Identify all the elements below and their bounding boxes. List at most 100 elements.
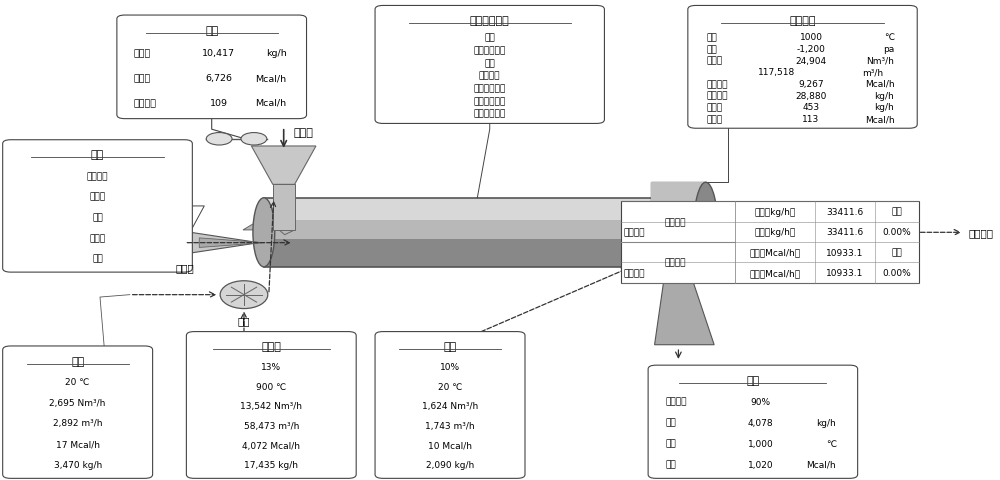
Text: 10,417: 10,417 [202,49,235,58]
Text: 进分解炉: 进分解炉 [969,228,994,238]
Text: 1,624 Nm³/h: 1,624 Nm³/h [422,402,478,410]
Text: 发热量: 发热量 [134,74,151,83]
Text: 热值: 热值 [92,213,103,222]
Text: 1,743 m³/h: 1,743 m³/h [425,421,475,430]
Text: m³/h: m³/h [862,68,883,77]
Ellipse shape [253,198,275,267]
Text: Mcal/h: Mcal/h [865,115,894,124]
Text: 33411.6: 33411.6 [826,207,863,216]
Text: 燃料量: 燃料量 [89,192,106,201]
Text: pa: pa [883,45,894,54]
Text: 发热量: 发热量 [89,233,106,242]
Text: 烟气出口流速: 烟气出口流速 [474,97,506,106]
Text: 10%: 10% [440,362,460,372]
Ellipse shape [693,183,718,283]
Text: 压力: 压力 [706,45,717,54]
Text: 直径: 直径 [484,34,495,43]
Text: 质量: 质量 [666,418,676,427]
Text: 筒体表面温度: 筒体表面温度 [474,84,506,93]
Text: 表面散热: 表面散热 [479,72,500,81]
Text: Nm³/h: Nm³/h [866,57,894,65]
Circle shape [241,133,267,146]
Text: 输出（kg/h）: 输出（kg/h） [754,228,795,237]
Text: 33411.6: 33411.6 [826,228,863,237]
Text: 24,904: 24,904 [796,57,827,65]
Text: 13%: 13% [261,362,281,372]
Text: 热量平衡: 热量平衡 [664,258,686,267]
FancyBboxPatch shape [117,16,307,120]
Text: 温度: 温度 [706,33,717,42]
Text: 冷风: 冷风 [71,356,84,366]
Text: 燃料: 燃料 [91,150,104,160]
Text: 4,072 Mcal/h: 4,072 Mcal/h [242,441,300,450]
Text: 烟气量: 烟气量 [706,57,723,65]
Text: 13,542 Nm³/h: 13,542 Nm³/h [240,402,302,410]
Text: 1,000: 1,000 [748,439,774,448]
Text: 烟气质量: 烟气质量 [706,92,728,100]
Text: 9,267: 9,267 [798,80,824,89]
Text: 偏差: 偏差 [891,248,902,257]
Text: 危废显热: 危废显热 [134,99,157,108]
Text: 20 ℃: 20 ℃ [438,382,462,391]
Text: 温度: 温度 [666,439,676,448]
Text: 28,880: 28,880 [795,92,827,100]
Bar [621,202,919,283]
FancyBboxPatch shape [3,346,153,479]
Text: 显热: 显热 [666,459,676,468]
Text: 453: 453 [803,103,820,112]
Text: 117,518: 117,518 [758,68,796,77]
Text: 20 ℃: 20 ℃ [65,377,90,386]
Text: 热量平衡: 热量平衡 [624,268,645,277]
Text: 投料量: 投料量 [134,49,151,58]
Text: 输入（kg/h）: 输入（kg/h） [754,207,795,216]
Text: ℃: ℃ [884,33,894,42]
Text: 2,090 kg/h: 2,090 kg/h [426,460,474,469]
Text: 4,078: 4,078 [748,418,773,427]
Polygon shape [243,212,295,235]
Text: 长度: 长度 [484,59,495,68]
Text: 物料平衡: 物料平衡 [624,228,645,237]
Text: 炉渣比例: 炉渣比例 [666,397,687,406]
Text: 进料口: 进料口 [294,127,314,137]
FancyBboxPatch shape [186,332,356,479]
Text: 17 Mcal/h: 17 Mcal/h [56,439,100,448]
Text: 6,726: 6,726 [205,74,232,83]
Text: 1,020: 1,020 [748,459,773,468]
Text: 17,435 kg/h: 17,435 kg/h [244,460,298,469]
Bar [264,198,671,267]
Text: 输出（Mcal/h）: 输出（Mcal/h） [749,268,800,277]
Polygon shape [199,239,264,248]
Text: 90%: 90% [751,397,771,406]
Text: 10933.1: 10933.1 [826,268,863,277]
Text: 113: 113 [802,115,820,124]
Text: Mcal/h: Mcal/h [255,74,286,83]
Text: 900 ℃: 900 ℃ [256,382,286,391]
Text: 风机: 风机 [238,315,250,325]
FancyBboxPatch shape [375,332,525,479]
Text: Mcal/h: Mcal/h [255,99,286,108]
Bar [264,198,671,267]
Text: 漏风: 漏风 [443,341,457,351]
FancyBboxPatch shape [688,6,917,129]
Text: kg/h: kg/h [875,103,894,112]
Bar [264,198,671,221]
Text: kg/h: kg/h [816,418,836,427]
Bar [273,185,295,230]
Text: 热脱附回转窑: 热脱附回转窑 [470,16,510,26]
Text: -1,200: -1,200 [797,45,826,54]
Text: 2,892 m³/h: 2,892 m³/h [53,419,102,428]
Text: kg/h: kg/h [875,92,894,100]
Bar [651,183,706,248]
Text: 燃烧器: 燃烧器 [175,262,194,272]
Text: 烟气显热: 烟气显热 [706,80,728,89]
Text: 0.00%: 0.00% [882,268,911,277]
Text: 危废: 危废 [205,25,218,36]
Bar [651,183,706,283]
Text: 偏差: 偏差 [891,207,902,216]
Text: 109: 109 [210,99,228,108]
Polygon shape [189,233,259,254]
Text: 10933.1: 10933.1 [826,248,863,257]
Text: 烟气进口流速: 烟气进口流速 [474,109,506,119]
Text: 输入（Mcal/h）: 输入（Mcal/h） [749,248,800,257]
Bar [264,198,671,240]
